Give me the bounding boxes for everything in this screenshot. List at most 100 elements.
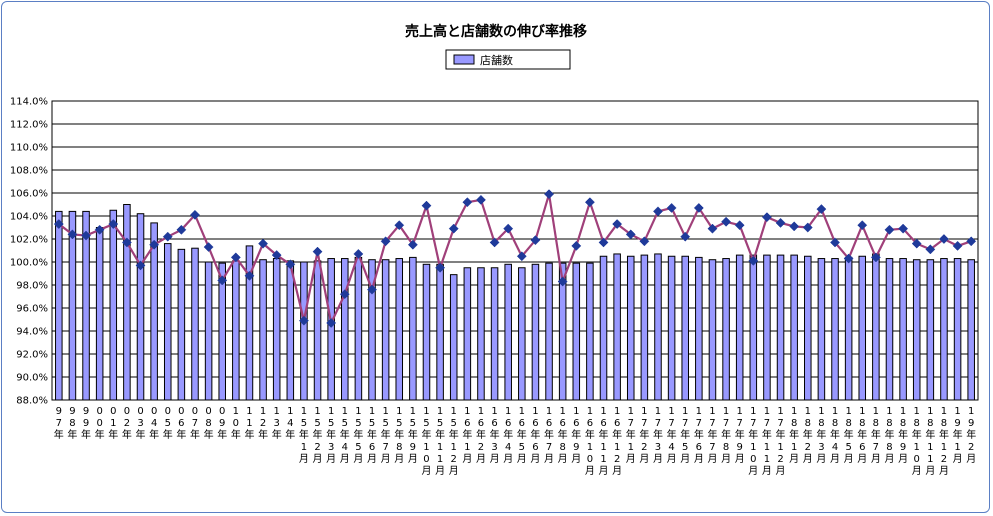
bar — [531, 263, 540, 401]
bar — [912, 259, 921, 401]
bar — [354, 256, 363, 401]
bar — [545, 262, 553, 401]
line-point — [898, 223, 909, 234]
y-tick-label: 106.0% — [10, 189, 48, 200]
chart-title: 売上高と店舗数の伸び率推移 — [405, 23, 587, 40]
y-tick-label: 108.0% — [10, 166, 48, 177]
line-point — [190, 209, 200, 220]
y-tick-label: 100.0% — [10, 258, 48, 269]
line-point — [271, 250, 282, 261]
bar — [286, 260, 295, 401]
line-point — [516, 251, 527, 262]
bar — [776, 254, 785, 401]
bar — [626, 255, 635, 401]
line-point — [816, 204, 827, 215]
bar — [272, 258, 281, 401]
bar — [695, 256, 703, 401]
line-point — [326, 317, 337, 328]
bar — [55, 210, 63, 401]
line-point — [693, 202, 704, 213]
y-tick-label: 92.0% — [16, 350, 48, 361]
line-point — [530, 235, 541, 246]
line-point — [707, 223, 718, 234]
bar — [68, 210, 77, 401]
y-tick-label: 90.0% — [16, 373, 48, 384]
line-point — [448, 223, 459, 234]
y-tick-label: 112.0% — [10, 120, 48, 131]
y-tick-label: 110.0% — [10, 143, 48, 154]
line-point — [108, 219, 119, 230]
legend-box — [445, 49, 571, 70]
line-point — [353, 248, 364, 259]
line-point — [53, 219, 64, 230]
bar — [490, 267, 499, 401]
line-point — [149, 239, 160, 250]
line-point — [775, 217, 786, 228]
bar — [463, 267, 472, 401]
bar — [953, 258, 962, 401]
line-point — [625, 229, 636, 240]
bar — [395, 258, 404, 401]
bar — [708, 259, 717, 401]
line-point — [203, 242, 214, 253]
y-tick-label: 114.0% — [10, 97, 48, 108]
bar-series — [55, 204, 975, 401]
line-point — [639, 236, 650, 247]
bar — [681, 255, 689, 401]
line-point — [952, 240, 963, 251]
plot-area-border — [51, 100, 979, 401]
bar — [817, 258, 826, 401]
line-point — [339, 289, 350, 300]
line-series — [53, 189, 977, 328]
bar — [899, 258, 907, 401]
bar — [232, 260, 240, 401]
bar — [313, 260, 322, 401]
line-point — [380, 236, 391, 247]
y-tick-label: 94.0% — [16, 327, 48, 338]
bar — [436, 263, 444, 401]
line-point — [802, 222, 813, 233]
bar — [449, 274, 458, 401]
line-point — [162, 231, 173, 242]
line-point — [680, 231, 691, 242]
bar — [163, 243, 172, 401]
bar — [940, 258, 948, 401]
line-point — [789, 221, 800, 232]
bar — [667, 255, 676, 401]
line-point — [544, 189, 554, 200]
line-point — [761, 212, 772, 223]
bar — [926, 259, 935, 401]
